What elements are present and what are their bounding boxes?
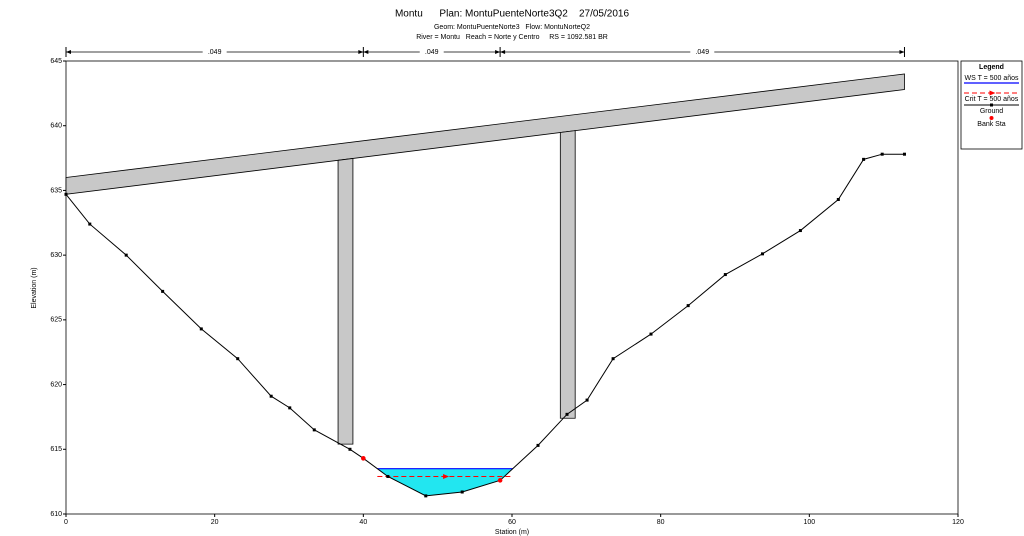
x-tick-label: 80: [657, 519, 665, 526]
ground-point: [269, 394, 273, 398]
ground-point: [836, 197, 840, 201]
legend-marker: [989, 116, 994, 120]
ground-point: [424, 494, 428, 498]
chart-title: Montu Plan: MontuPuenteNorte3Q2 27/05/20…: [395, 9, 629, 20]
ground-point: [88, 222, 92, 226]
bank-station: [497, 478, 503, 483]
ground-point: [565, 412, 569, 416]
ground-point: [64, 192, 68, 196]
ground-point: [288, 406, 292, 410]
x-tick-label: 120: [952, 519, 964, 526]
ground-point: [686, 304, 690, 308]
ground-point: [312, 428, 316, 432]
ground-point: [862, 157, 866, 161]
ground-line: [65, 153, 905, 497]
ground-point: [723, 273, 727, 277]
legend-marker: [990, 103, 993, 107]
y-tick-label: 615: [50, 446, 62, 453]
x-tick-label: 100: [803, 519, 815, 526]
ground-point: [460, 490, 464, 494]
x-tick-label: 60: [508, 519, 516, 526]
ground-point: [348, 447, 352, 451]
pier: [337, 157, 354, 445]
chart-subtitle: Geom: MontuPuenteNorte3 Flow: MontuNorte…: [434, 24, 590, 31]
ground-point: [798, 229, 802, 233]
y-tick-label: 630: [50, 252, 62, 259]
x-axis-label: Station (m): [495, 529, 529, 536]
ground-point: [386, 474, 390, 478]
crit-arrow: [443, 473, 450, 479]
legend-title: Legend: [979, 64, 1004, 71]
ground-point: [761, 252, 765, 256]
legend-arrow: [989, 90, 996, 96]
ground-point: [536, 443, 540, 447]
manning-label: .049: [425, 49, 439, 56]
ground-point: [585, 398, 589, 402]
legend-label: Ground: [980, 108, 1003, 115]
x-tick-label: 0: [64, 519, 68, 526]
manning-arrowhead: [358, 50, 364, 54]
ground-point: [611, 357, 615, 361]
y-tick-label: 640: [50, 123, 62, 130]
manning-arrowhead: [899, 50, 905, 54]
ground-point: [236, 357, 240, 361]
manning-label: .049: [208, 49, 222, 56]
manning-arrowhead: [363, 50, 369, 54]
y-tick-label: 635: [50, 187, 62, 194]
ground-point: [124, 253, 128, 257]
y-tick-label: 625: [50, 317, 62, 324]
manning-label: .049: [695, 49, 709, 56]
legend-label: Bank Sta: [977, 121, 1006, 128]
ground-point: [880, 152, 884, 156]
y-tick-label: 645: [50, 58, 62, 65]
ground-point: [649, 332, 653, 336]
ground-point: [902, 152, 906, 156]
ground-point: [199, 327, 203, 331]
manning-arrowhead: [500, 50, 506, 54]
water: [377, 468, 513, 496]
chart-subtitle: River = Montu Reach = Norte y Centro RS …: [416, 34, 608, 41]
legend-label: WS T = 500 años: [964, 75, 1019, 82]
pier: [559, 130, 576, 419]
y-axis-label: Elevation (m): [31, 267, 38, 308]
y-tick-label: 610: [50, 511, 62, 518]
ground-point: [161, 289, 165, 293]
x-tick-label: 20: [211, 519, 219, 526]
x-tick-label: 40: [359, 519, 367, 526]
bank-station: [361, 456, 366, 461]
manning-arrowhead: [66, 50, 71, 54]
legend-label: Crit T = 500 años: [965, 96, 1019, 103]
manning-arrowhead: [495, 50, 501, 54]
bridge-deck: [65, 73, 905, 195]
y-tick-label: 620: [50, 381, 62, 388]
